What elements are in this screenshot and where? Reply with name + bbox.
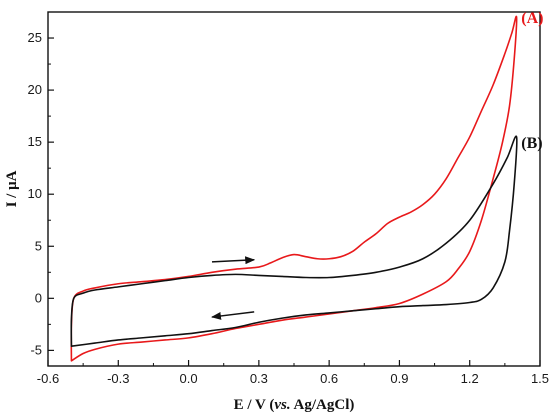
plot-area-frame xyxy=(47,11,541,367)
series-group xyxy=(70,15,518,362)
series-a-line xyxy=(70,15,518,362)
tick-labels-group: -0.6 -0.3 0.0 0.3 0.6 0.9 1.2 1.5 -5 0 5 10 15 20 25 xyxy=(28,30,550,386)
reverse-scan-arrow xyxy=(211,311,255,320)
x-tick-label: 1.5 xyxy=(531,371,549,386)
series-b-label: (B) xyxy=(521,135,542,152)
x-tick-label: 0.0 xyxy=(180,371,198,386)
x-tick-label: 0.6 xyxy=(320,371,338,386)
y-tick-label: 15 xyxy=(28,134,42,149)
y-tick-label: 10 xyxy=(28,186,42,201)
x-axis-label-suffix: Ag/AgCl) xyxy=(291,397,355,413)
series-b-line xyxy=(70,135,518,348)
y-tick-label: 5 xyxy=(35,238,42,253)
x-axis-label: E / V (vs. Ag/AgCl) xyxy=(234,397,355,413)
forward-scan-arrow xyxy=(211,256,256,265)
x-axis-label-prefix: E / V ( xyxy=(234,397,275,413)
y-tick-label: 25 xyxy=(28,30,42,45)
x-tick-label: -0.6 xyxy=(37,371,59,386)
x-tick-label: 0.9 xyxy=(390,371,408,386)
y-tick-label: -5 xyxy=(30,342,42,357)
x-tick-label: 1.2 xyxy=(461,371,479,386)
x-tick-label: 0.3 xyxy=(250,371,268,386)
x-axis-label-italic: vs. xyxy=(274,397,290,413)
annotations-group xyxy=(211,256,256,320)
y-tick-label: 0 xyxy=(35,290,42,305)
y-tick-label: 20 xyxy=(28,82,42,97)
axis-ticks-group xyxy=(47,37,541,366)
series-labels-group: (A) (B) xyxy=(521,10,543,152)
x-tick-label: -0.3 xyxy=(107,371,129,386)
series-a-label: (A) xyxy=(521,10,543,27)
y-axis-label: I / μA xyxy=(4,170,20,207)
